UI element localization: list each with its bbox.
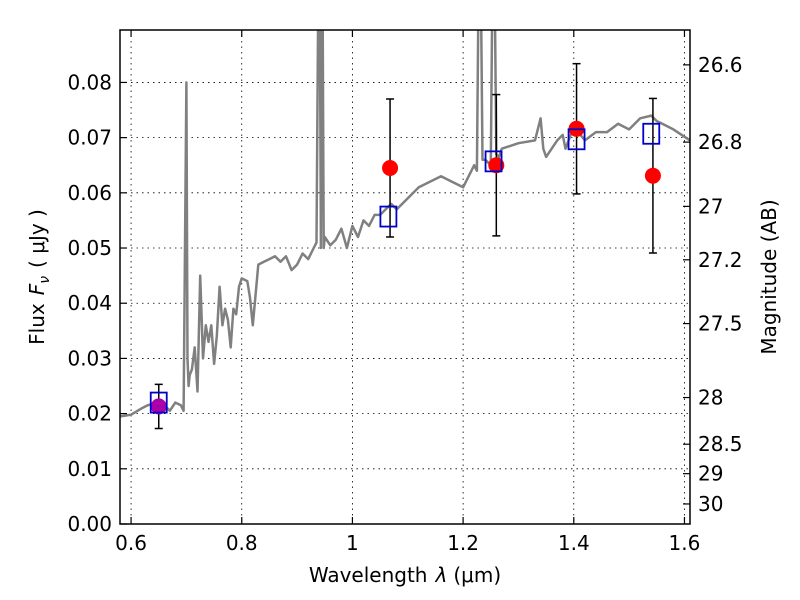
x-tick-label: 1: [346, 531, 359, 555]
y-tick-label: 0.00: [67, 512, 112, 536]
x-tick-label: 0.8: [226, 531, 258, 555]
x-tick-label: 1.4: [558, 531, 590, 555]
axis-ticks: [120, 30, 690, 525]
y-tick-label: 0.04: [67, 291, 112, 315]
y2-tick-label: 30: [698, 492, 723, 516]
model-band-square: [484, 150, 503, 173]
observed-points: [150, 120, 661, 415]
error-bars: [154, 62, 657, 430]
y2-tick-label: 26.6: [698, 53, 743, 77]
y-tick-label: 0.02: [67, 402, 112, 426]
y2-tick-labels: 26.6 26.8 27 27.2 27.5 28 28.5 29 30: [698, 53, 743, 516]
x-tick-labels: 0.6 0.8 1 1.2 1.4 1.6: [115, 531, 700, 555]
y2-tick-label: 27: [698, 194, 723, 218]
y2-tick-label: 29: [698, 462, 723, 486]
observed-point: [488, 157, 505, 174]
y-tick-label: 0.06: [67, 181, 112, 205]
y-tick-label: 0.05: [67, 236, 112, 260]
y-tick-label: 0.03: [67, 346, 112, 370]
model-band-square: [567, 128, 586, 151]
observed-point: [382, 159, 399, 176]
model-band-square: [379, 205, 398, 228]
model-band-square: [642, 122, 661, 145]
y-tick-label: 0.01: [67, 457, 112, 481]
y-tick-labels: 0.00 0.01 0.02 0.03 0.04 0.05 0.06 0.07 0.08: [67, 70, 112, 536]
y2-tick-label: 27.5: [698, 312, 743, 336]
gridlines: [120, 30, 690, 525]
x-tick-label: 0.6: [115, 531, 147, 555]
y-tick-label: 0.07: [67, 126, 112, 150]
y2-tick-label: 28: [698, 386, 723, 410]
model-band-squares: [149, 122, 661, 414]
y2-axis-label: Magnitude (AB): [757, 199, 781, 354]
y2-tick-label: 28.5: [698, 432, 743, 456]
observed-point: [644, 167, 661, 184]
y2-tick-label: 26.8: [698, 130, 743, 154]
y2-tick-label: 27.2: [698, 248, 743, 272]
y-tick-label: 0.08: [67, 70, 112, 94]
x-axis-label: Wavelength λ (μm): [309, 563, 501, 587]
y-axis-label: FluxFν( μJy ): [25, 209, 53, 345]
observed-point: [150, 398, 167, 415]
plot-frame: [119, 29, 691, 525]
x-tick-label: 1.2: [447, 531, 479, 555]
model-spectrum-line: [120, 30, 690, 418]
model-band-square: [149, 391, 168, 414]
x-tick-label: 1.6: [669, 531, 701, 555]
